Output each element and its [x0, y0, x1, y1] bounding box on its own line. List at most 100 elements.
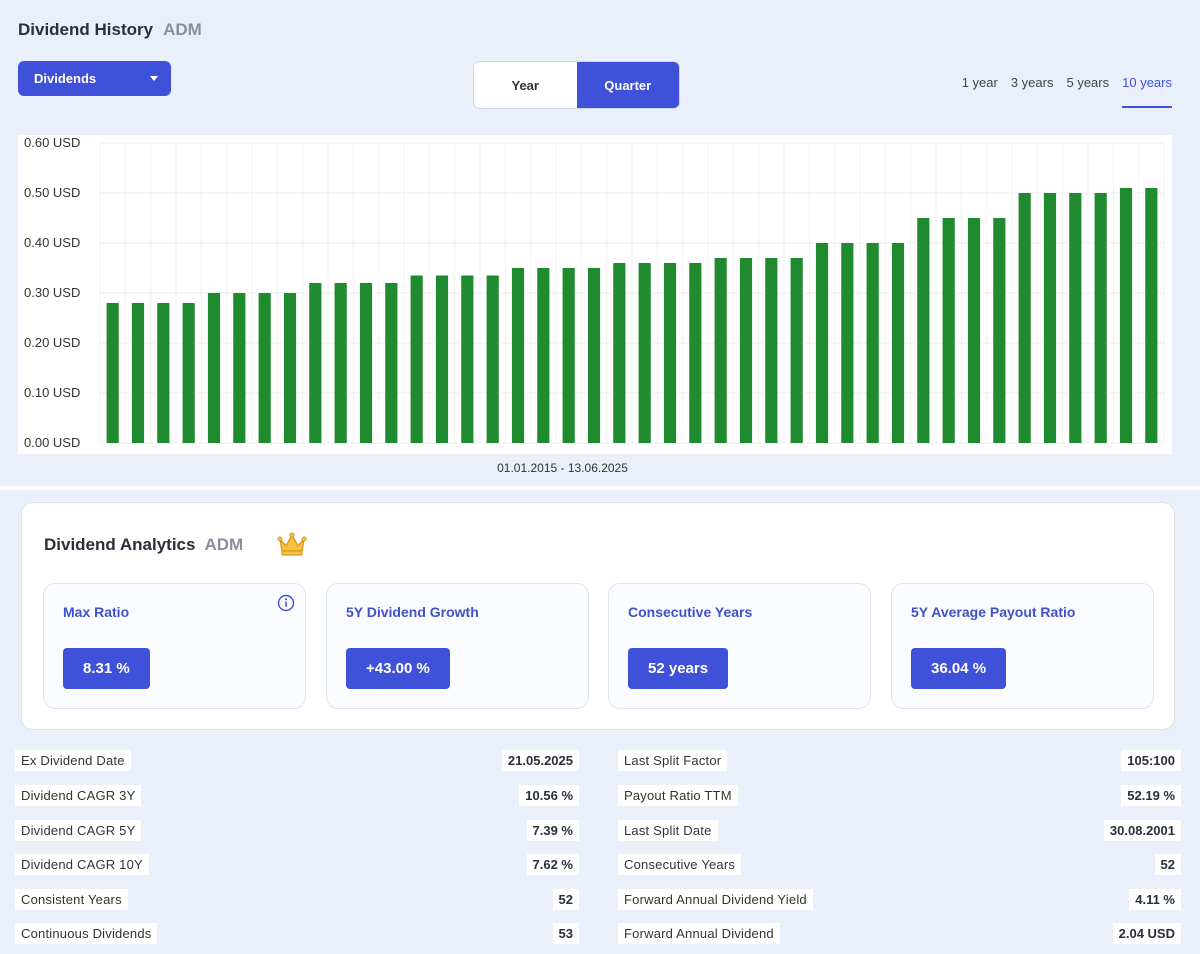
- dividend-bar[interactable]: [106, 303, 119, 443]
- range-1-year[interactable]: 1 year: [961, 75, 998, 90]
- dividend-bar[interactable]: [739, 258, 753, 443]
- range-3-years[interactable]: 3 years: [1010, 75, 1054, 90]
- card-label: Max Ratio: [63, 604, 130, 620]
- y-tick-label: 0.00 USD: [24, 435, 80, 450]
- dividend-bar[interactable]: [1018, 193, 1031, 443]
- dividend-bar[interactable]: [663, 263, 677, 443]
- stat-key: Dividend CAGR 5Y: [15, 820, 142, 841]
- dividend-bar[interactable]: [410, 275, 423, 444]
- stat-key: Dividend CAGR 10Y: [15, 854, 149, 875]
- stat-value: 7.39 %: [526, 820, 579, 841]
- stat-value: 21.05.2025: [501, 750, 579, 771]
- dividend-bar[interactable]: [283, 293, 297, 443]
- range-5-years[interactable]: 5 years: [1066, 75, 1110, 90]
- analytics-heading: Dividend Analytics: [44, 535, 196, 554]
- range-10-years[interactable]: 10 years: [1122, 75, 1172, 108]
- toggle-quarter[interactable]: Quarter: [576, 62, 679, 108]
- card-value: 36.04 %: [911, 648, 1007, 689]
- stat-value: 105:100: [1121, 750, 1181, 771]
- card-label: 5Y Dividend Growth: [346, 604, 479, 620]
- stat-key: Forward Annual Dividend Yield: [618, 889, 813, 910]
- analytics-title: Dividend Analytics ADM: [44, 535, 243, 555]
- stat-value: 30.08.2001: [1103, 820, 1181, 841]
- card-label: 5Y Average Payout Ratio: [911, 604, 1076, 620]
- card-value: 8.31 %: [63, 648, 150, 689]
- dividend-bar[interactable]: [359, 283, 373, 443]
- stat-row: Last Split Factor 105:100: [618, 750, 1181, 772]
- dividend-bar[interactable]: [967, 218, 981, 443]
- dividend-bar[interactable]: [1119, 188, 1133, 443]
- dividend-bar[interactable]: [993, 218, 1006, 443]
- stat-row: Last Split Date 30.08.2001: [618, 820, 1181, 842]
- stat-row: Consistent Years 52: [15, 889, 579, 911]
- y-tick-label: 0.60 USD: [24, 135, 80, 150]
- stat-row: Payout Ratio TTM 52.19 %: [618, 785, 1181, 807]
- card-value: +43.00 %: [346, 648, 450, 689]
- dividend-bar[interactable]: [613, 263, 626, 443]
- card-5y-dividend-growth: 5Y Dividend Growth +43.00 %: [326, 583, 589, 709]
- stat-key: Ex Dividend Date: [15, 750, 131, 771]
- stat-value: 4.11 %: [1129, 889, 1181, 910]
- dividend-bar[interactable]: [866, 243, 879, 443]
- dividend-bar[interactable]: [182, 303, 195, 443]
- stat-value: 52.19 %: [1121, 785, 1181, 806]
- chart-date-range: 01.01.2015 - 13.06.2025: [497, 461, 628, 475]
- stat-value: 7.62 %: [526, 854, 579, 875]
- dividend-bar[interactable]: [714, 258, 727, 443]
- dividend-bar[interactable]: [638, 263, 651, 443]
- info-icon[interactable]: [277, 594, 295, 612]
- dividend-bar[interactable]: [841, 243, 854, 443]
- dividend-bar[interactable]: [1043, 193, 1057, 443]
- stat-key: Consistent Years: [15, 889, 128, 910]
- dividend-history-panel: Dividend History ADM Dividends Year Quar…: [0, 0, 1200, 486]
- stat-row: Dividend CAGR 10Y 7.62 %: [15, 854, 579, 876]
- dividend-bar[interactable]: [689, 263, 702, 443]
- dividend-bar[interactable]: [435, 275, 449, 444]
- page-title: Dividend History: [18, 20, 154, 39]
- dividend-bar[interactable]: [461, 275, 474, 444]
- y-tick-label: 0.20 USD: [24, 335, 80, 350]
- stat-key: Continuous Dividends: [15, 923, 158, 944]
- dividend-bar[interactable]: [511, 268, 525, 443]
- dividend-bar[interactable]: [765, 258, 778, 443]
- dividend-bar[interactable]: [537, 268, 550, 443]
- dividend-bar[interactable]: [258, 293, 271, 443]
- dividend-analytics-panel: Dividend Analytics ADM Max Ratio 8.31 % …: [21, 502, 1175, 730]
- dividend-bar[interactable]: [942, 218, 955, 443]
- toggle-year[interactable]: Year: [511, 77, 539, 93]
- dividend-bar-chart: 0.00 USD 0.10 USD 0.20 USD 0.30 USD 0.40 USD…: [24, 135, 1165, 450]
- dividend-bar[interactable]: [309, 283, 322, 443]
- dividend-bar[interactable]: [562, 268, 575, 443]
- dividend-bar[interactable]: [385, 283, 398, 443]
- dividend-bar[interactable]: [790, 258, 803, 443]
- dividend-bar[interactable]: [1069, 193, 1082, 443]
- dropdown-label: Dividends: [34, 71, 97, 86]
- dividend-bar[interactable]: [1094, 193, 1107, 443]
- stat-value: 2.04 USD: [1112, 923, 1181, 944]
- dividend-bar[interactable]: [233, 293, 246, 443]
- dividend-bar[interactable]: [486, 275, 499, 444]
- dividend-bar[interactable]: [891, 243, 905, 443]
- y-tick-label: 0.10 USD: [24, 385, 80, 400]
- stats-background: [0, 740, 1200, 954]
- dividend-bar[interactable]: [1145, 188, 1158, 443]
- period-toggle: Year Quarter: [473, 61, 680, 109]
- dividend-bar[interactable]: [334, 283, 347, 443]
- stat-key: Last Split Factor: [618, 750, 728, 771]
- card-max-ratio: Max Ratio 8.31 %: [43, 583, 306, 709]
- stat-key: Last Split Date: [618, 820, 718, 841]
- dividend-bar[interactable]: [587, 268, 601, 443]
- dividend-bar[interactable]: [157, 303, 170, 443]
- y-tick-label: 0.50 USD: [24, 185, 80, 200]
- dividend-bar[interactable]: [917, 218, 930, 443]
- metric-dropdown[interactable]: Dividends: [18, 61, 171, 96]
- analytics-ticker: ADM: [204, 535, 244, 554]
- dividend-bar[interactable]: [815, 243, 829, 443]
- stat-row: Dividend CAGR 3Y 10.56 %: [15, 785, 579, 807]
- stat-key: Dividend CAGR 3Y: [15, 785, 142, 806]
- dividend-bar[interactable]: [131, 303, 145, 443]
- stat-row: Ex Dividend Date 21.05.2025: [15, 750, 579, 772]
- dividend-history-title: Dividend History ADM: [18, 20, 202, 40]
- card-5y-average-payout-ratio: 5Y Average Payout Ratio 36.04 %: [891, 583, 1154, 709]
- dividend-bar[interactable]: [207, 293, 221, 443]
